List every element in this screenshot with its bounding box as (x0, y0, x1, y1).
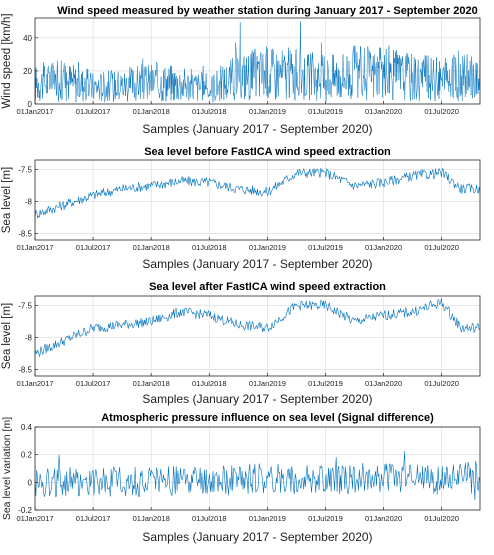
y-tick-label: -8.5 (18, 230, 32, 239)
chart-title: Atmospheric pressure influence on sea le… (101, 412, 434, 424)
y-tick-label: -7.5 (18, 166, 32, 175)
y-tick-label: -0.2 (18, 506, 32, 515)
series-line (34, 451, 481, 501)
x-tick-label: 01Jul2020 (424, 243, 459, 252)
x-tick-label: 01Jul2017 (76, 243, 111, 252)
subplot-2: Sea level before FastICA wind speed extr… (1, 146, 481, 271)
y-tick-label: -8 (25, 198, 33, 207)
x-tick-label: 01Jul2017 (76, 379, 111, 388)
y-tick-label: 40 (23, 34, 32, 43)
x-tick-label: 01Jul2018 (192, 243, 227, 252)
x-tick-label: 01Jan2020 (365, 379, 402, 388)
axes-box (34, 17, 481, 105)
x-tick-label: 01Jul2018 (192, 514, 227, 523)
x-tick-label: 01Jul2019 (308, 107, 343, 116)
x-tick-label: 01Jan2018 (133, 514, 170, 523)
axes-box (34, 159, 481, 241)
x-tick-label: 01Jan2017 (16, 514, 53, 523)
x-tick-label: 01Jul2020 (424, 514, 459, 523)
chart-title: Wind speed measured by weather station d… (57, 5, 478, 17)
y-axis-label: Sea level [m] (1, 167, 13, 233)
y-tick-label: 0.4 (21, 423, 33, 432)
x-axis-label: Samples (January 2017 - September 2020) (142, 122, 372, 136)
x-tick-label: 01Jan2018 (133, 107, 170, 116)
y-tick-label: -8 (25, 334, 33, 343)
x-tick-label: 01Jul2017 (76, 514, 111, 523)
series-line (34, 167, 481, 219)
x-axis-label: Samples (January 2017 - September 2020) (142, 392, 372, 406)
chart-title: Sea level after FastICA wind speed extra… (149, 281, 386, 293)
y-axis-label: Sea level variation [m] (1, 417, 13, 520)
y-tick-label: 20 (23, 67, 32, 76)
x-tick-label: 01Jul2017 (76, 107, 111, 116)
series-line (34, 298, 481, 358)
subplot-3: Sea level after FastICA wind speed extra… (1, 281, 481, 406)
x-axis-label: Samples (January 2017 - September 2020) (142, 530, 372, 544)
x-tick-label: 01Jan2018 (133, 379, 170, 388)
x-tick-label: 01Jan2020 (365, 107, 402, 116)
x-tick-label: 01Jan2019 (249, 379, 286, 388)
series-line (34, 21, 481, 103)
y-tick-label: -8.5 (18, 366, 32, 375)
chart-title: Sea level before FastICA wind speed extr… (144, 146, 391, 158)
x-tick-label: 01Jul2018 (192, 107, 227, 116)
x-tick-label: 01Jan2019 (249, 243, 286, 252)
x-axis-label: Samples (January 2017 - September 2020) (142, 257, 372, 271)
x-tick-label: 01Jul2018 (192, 379, 227, 388)
y-tick-label: 0 (28, 478, 33, 487)
x-tick-label: 01Jan2018 (133, 243, 170, 252)
axes-box (34, 426, 481, 511)
x-tick-label: 01Jan2017 (16, 379, 53, 388)
subplot-4: Atmospheric pressure influence on sea le… (1, 412, 481, 544)
y-tick-label: 0.2 (21, 451, 33, 460)
x-tick-label: 01Jul2019 (308, 514, 343, 523)
y-axis-label: Sea level [m] (1, 303, 13, 369)
x-tick-label: 01Jan2020 (365, 514, 402, 523)
subplot-1: Wind speed measured by weather station d… (1, 5, 481, 136)
x-tick-label: 01Jan2019 (249, 107, 286, 116)
x-tick-label: 01Jul2019 (308, 379, 343, 388)
x-tick-label: 01Jan2017 (16, 107, 53, 116)
x-tick-label: 01Jul2019 (308, 243, 343, 252)
x-tick-label: 01Jan2020 (365, 243, 402, 252)
axes-box (34, 295, 481, 377)
y-tick-label: -7.5 (18, 302, 32, 311)
y-tick-label: 0 (28, 100, 33, 109)
x-tick-label: 01Jan2017 (16, 243, 53, 252)
y-axis-label: Wind speed [km/h] (1, 13, 13, 108)
x-tick-label: 01Jul2020 (424, 107, 459, 116)
x-tick-label: 01Jan2019 (249, 514, 286, 523)
x-tick-label: 01Jul2020 (424, 379, 459, 388)
